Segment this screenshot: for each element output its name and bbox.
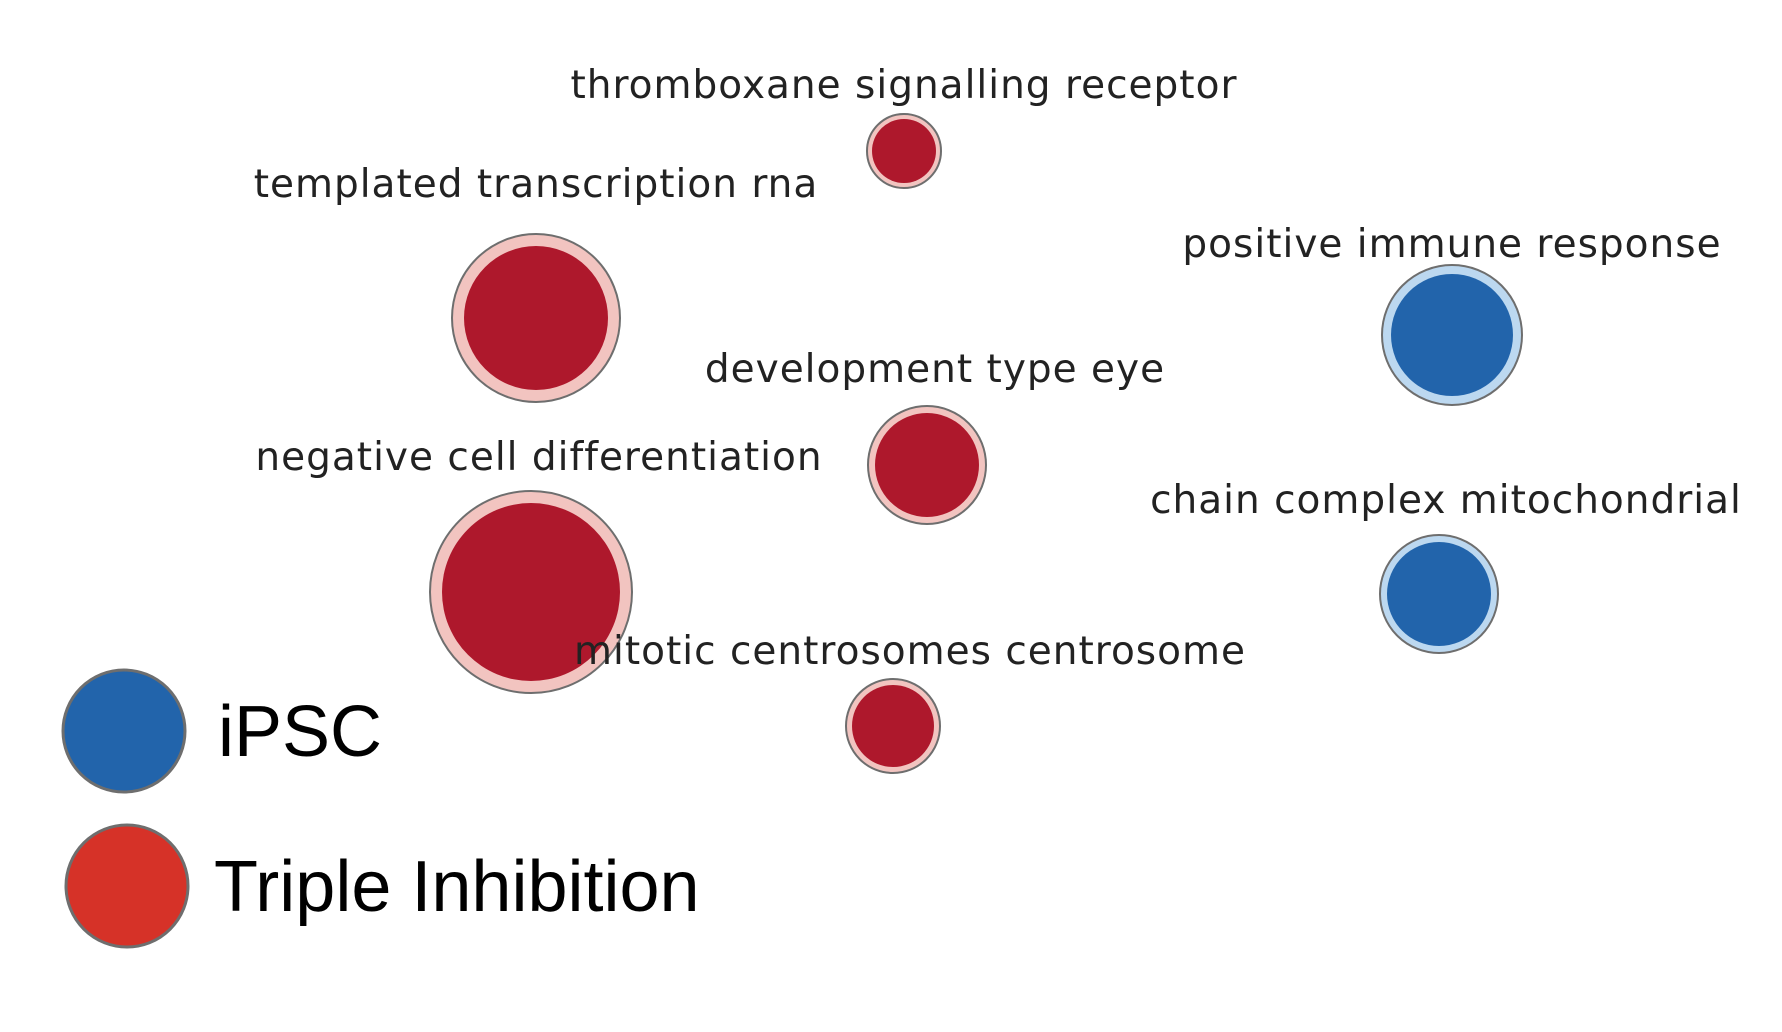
legend-swatch-ipsc xyxy=(61,668,187,794)
node-chain-label: chain complex mitochondrial xyxy=(1150,478,1742,523)
node-positive-core xyxy=(1391,274,1513,396)
node-development-label: development type eye xyxy=(705,347,1165,392)
node-thromboxane-core xyxy=(872,119,936,183)
node-thromboxane[interactable]: thromboxane signalling receptor xyxy=(571,63,1238,189)
legend: iPSC Triple Inhibition xyxy=(61,668,700,949)
node-templated-label: templated transcription rna xyxy=(254,162,819,207)
node-negative-label: negative cell differentiation xyxy=(255,435,822,480)
legend-label-triple-inhibition: Triple Inhibition xyxy=(214,847,700,927)
node-mitotic[interactable]: mitotic centrosomes centrosome xyxy=(574,629,1246,774)
legend-swatch-triple-inhibition xyxy=(64,823,190,949)
node-templated-core xyxy=(464,246,608,390)
node-chain[interactable]: chain complex mitochondrial xyxy=(1150,478,1742,654)
node-templated[interactable]: templated transcription rna xyxy=(254,162,819,403)
node-development[interactable]: development type eye xyxy=(705,347,1165,525)
legend-item-triple-inhibition: Triple Inhibition xyxy=(64,823,700,949)
legend-item-ipsc: iPSC xyxy=(61,668,382,794)
node-development-core xyxy=(875,413,979,517)
node-negative-core xyxy=(442,503,620,681)
node-mitotic-label: mitotic centrosomes centrosome xyxy=(574,629,1246,674)
node-positive-label: positive immune response xyxy=(1182,222,1721,267)
node-negative[interactable]: negative cell differentiation xyxy=(255,435,822,694)
legend-label-ipsc: iPSC xyxy=(218,692,382,772)
node-chain-core xyxy=(1387,542,1491,646)
node-positive[interactable]: positive immune response xyxy=(1182,222,1721,406)
node-mitotic-core xyxy=(852,685,934,767)
node-thromboxane-label: thromboxane signalling receptor xyxy=(571,63,1238,108)
